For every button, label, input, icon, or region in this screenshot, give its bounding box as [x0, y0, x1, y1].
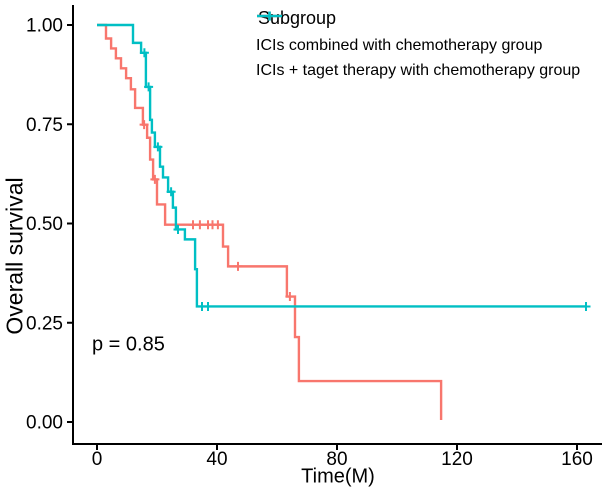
y-tick-label: 0.00 [26, 413, 63, 434]
x-tick-label: 0 [92, 449, 103, 470]
y-tick-label: 1.00 [26, 16, 63, 37]
axis-tick-labels: 0 40 80 120 160 0.00 0.25 0.50 0.75 1.00 [26, 16, 593, 471]
censor-plus-icon [257, 11, 282, 21]
x-tick-label: 40 [206, 449, 227, 470]
x-axis-title: Time(M) [301, 465, 375, 488]
censor-marks-ici-chemo [139, 120, 295, 302]
legend-item-ici-chemo: ICIs combined with chemotherapy group [256, 11, 580, 58]
y-tick-label: 0.50 [26, 214, 63, 235]
legend-item-label: ICIs combined with chemotherapy group [256, 36, 543, 54]
x-tick-label: 160 [561, 449, 593, 470]
x-tick-label: 120 [441, 449, 473, 470]
p-value-annotation: p = 0.85 [92, 333, 165, 356]
legend-item-ici-target-chemo: ICIs + taget therapy with chemotherapy g… [256, 11, 581, 83]
censor-marks-ici-target-chemo [139, 48, 591, 311]
x-tick-label: 80 [326, 449, 347, 470]
y-axis-title: Overall survival [1, 177, 28, 335]
axis-spines [72, 5, 602, 445]
survival-curve-ici-chemo [97, 23, 443, 421]
legend: Subgroup ICIs combined with chemotherapy… [256, 8, 580, 83]
legend-item-label: ICIs + taget therapy with chemotherapy g… [256, 61, 581, 79]
y-tick-label: 0.75 [26, 115, 63, 136]
legend-title: Subgroup [258, 8, 337, 28]
y-tick-label: 0.25 [26, 313, 63, 334]
axis-ticks [67, 24, 578, 450]
